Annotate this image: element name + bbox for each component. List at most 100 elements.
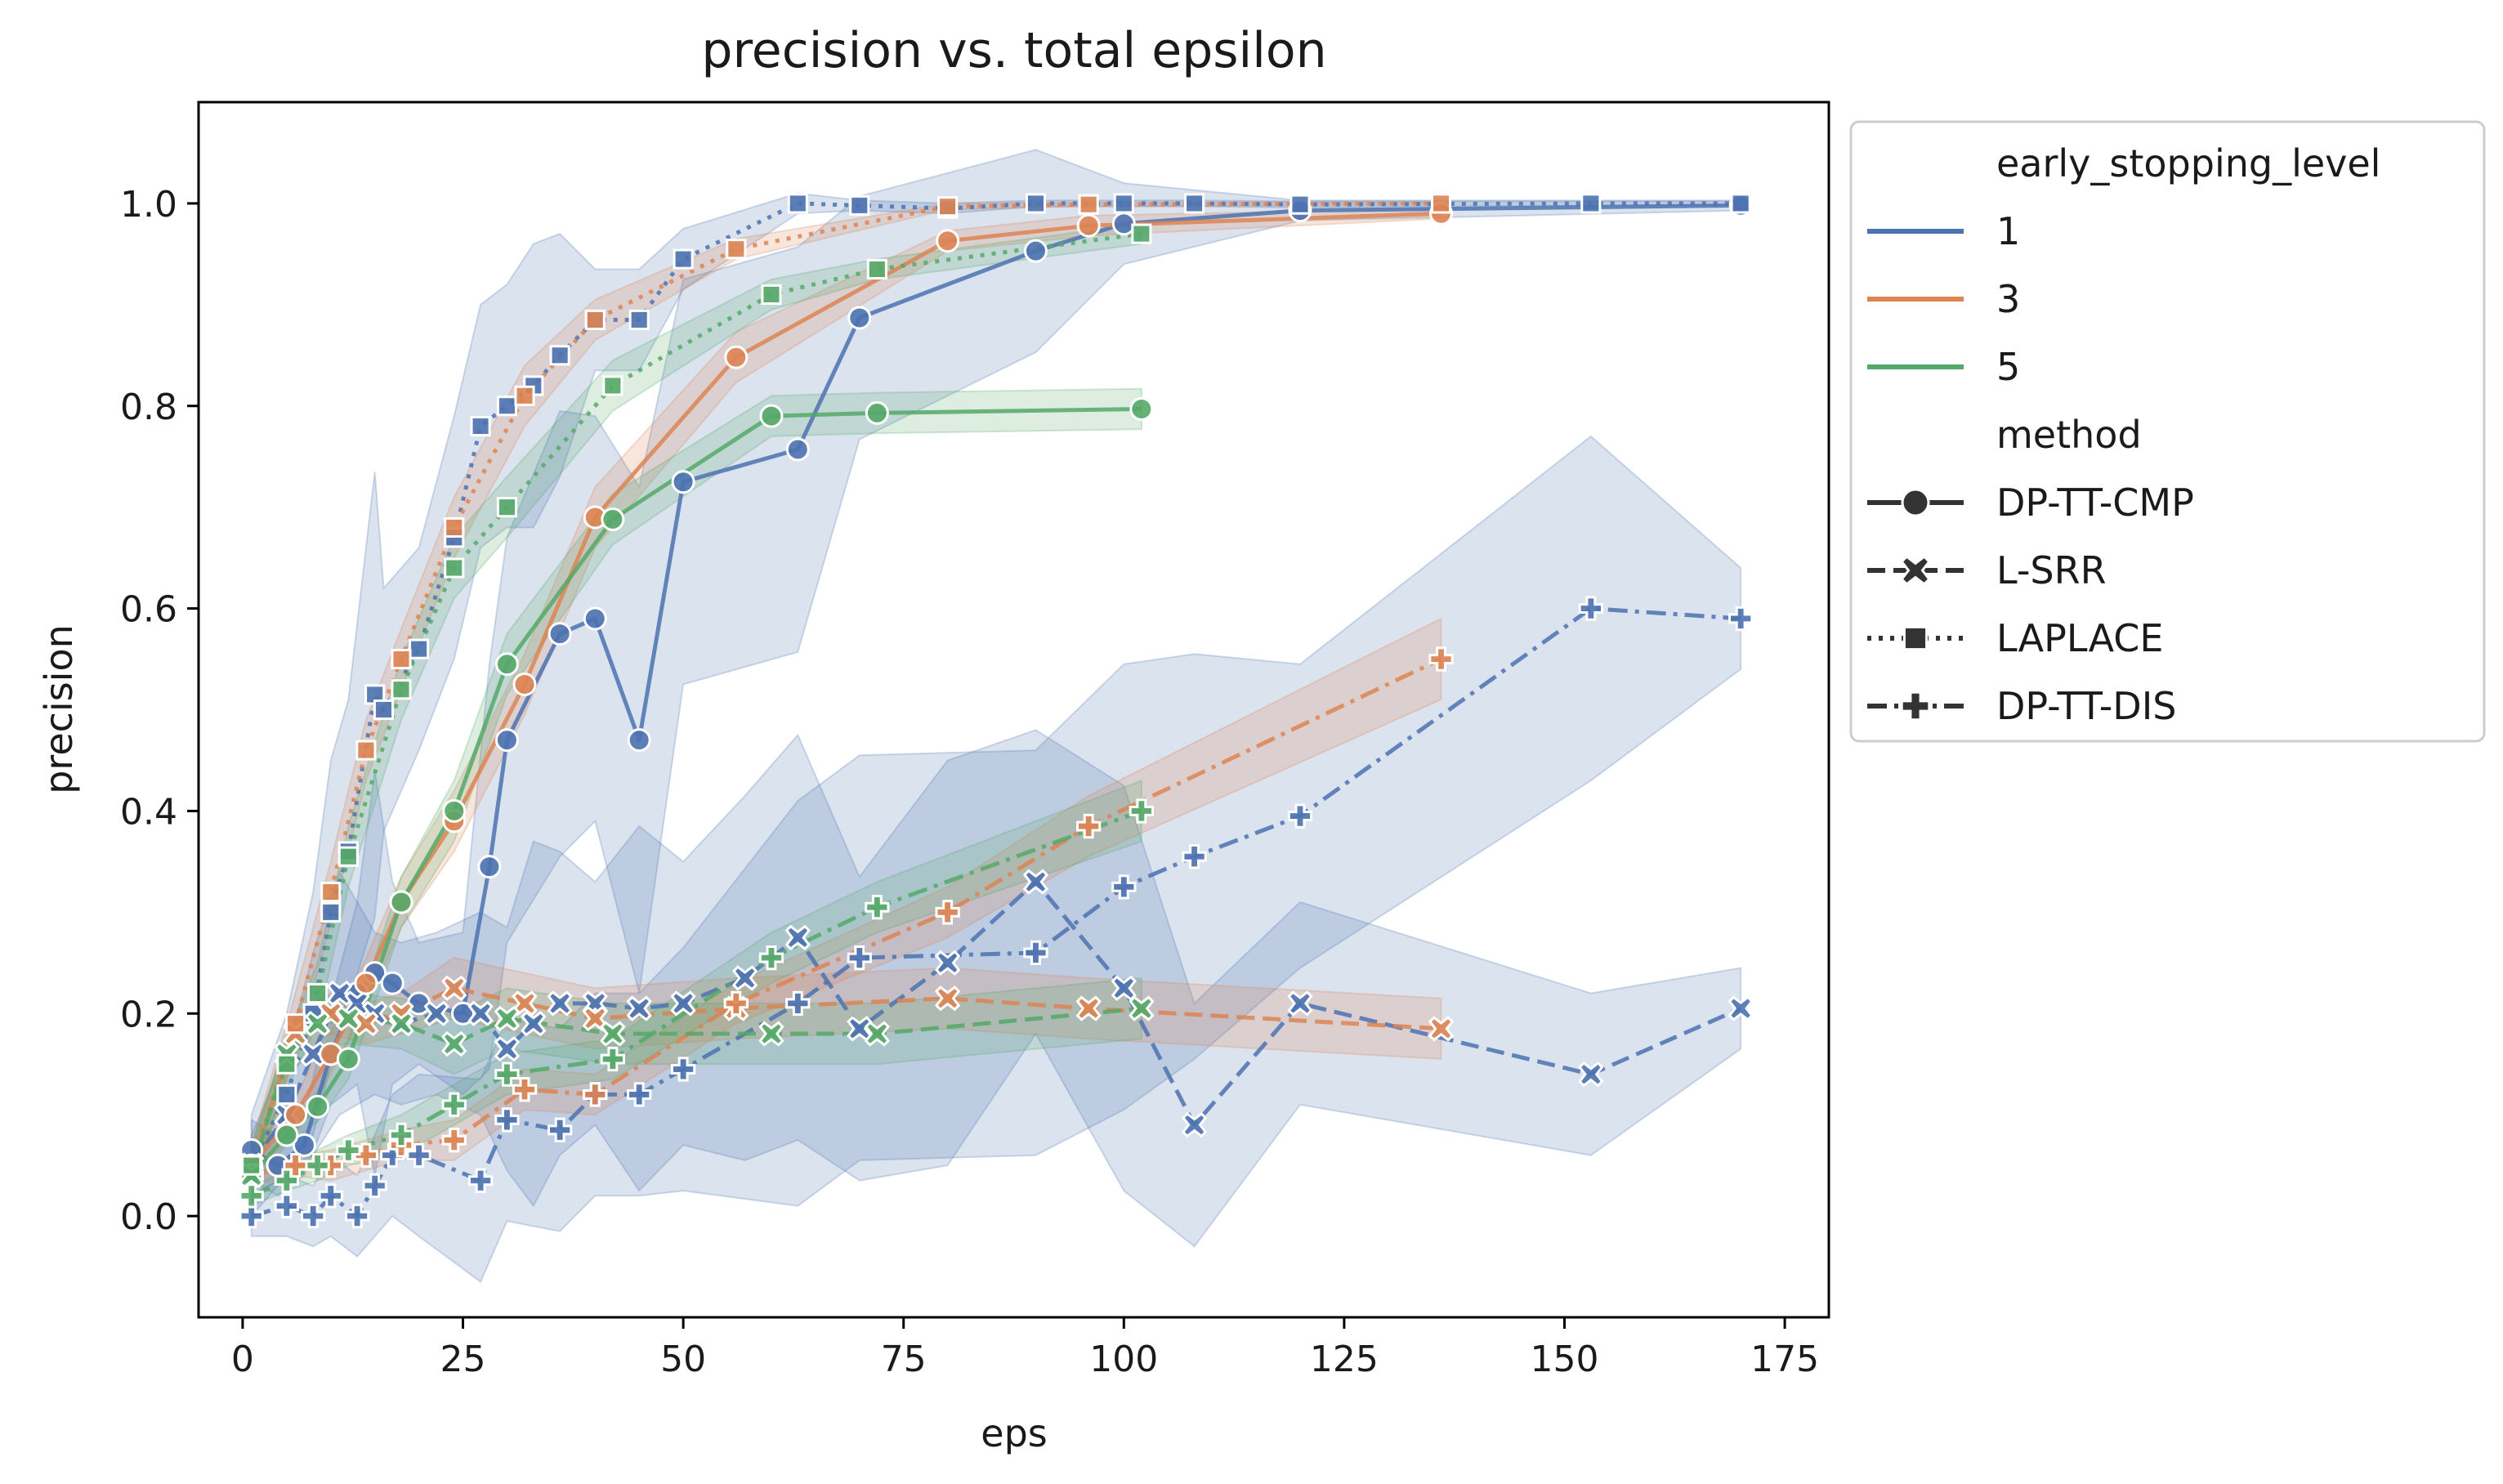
data-point	[547, 990, 573, 1017]
data-point	[353, 1010, 379, 1037]
data-point	[723, 990, 749, 1017]
data-point	[284, 1102, 308, 1127]
data-point	[849, 194, 870, 216]
data-point	[307, 982, 329, 1004]
data-point	[1287, 803, 1313, 829]
data-point	[583, 1082, 608, 1107]
data-point	[514, 385, 535, 406]
data-point	[1129, 995, 1155, 1021]
series-line	[251, 606, 1741, 1218]
data-point	[731, 965, 758, 991]
data-point	[670, 990, 696, 1017]
y-tick-label: 0.4	[120, 791, 177, 833]
y-tick-label: 0.0	[120, 1196, 177, 1238]
data-point	[494, 1005, 521, 1032]
data-point	[787, 193, 808, 214]
data-point	[626, 995, 652, 1021]
data-point	[582, 1005, 608, 1032]
data-point	[304, 1010, 331, 1037]
data-point	[1022, 869, 1049, 895]
data-point	[934, 950, 961, 976]
data-point	[441, 1127, 467, 1153]
data-point	[865, 894, 890, 920]
data-point	[761, 284, 782, 305]
data-point	[759, 404, 784, 428]
data-point	[1075, 995, 1102, 1021]
data-point	[1728, 606, 1754, 632]
data-point	[494, 728, 519, 753]
data-point	[1728, 995, 1754, 1021]
data-point	[600, 1021, 626, 1047]
data-point	[239, 1183, 264, 1209]
data-point	[1580, 193, 1602, 214]
data-point	[441, 975, 467, 1001]
legend-label: 5	[1996, 345, 2020, 389]
data-point	[285, 1013, 306, 1035]
data-point	[496, 497, 517, 518]
data-point	[866, 258, 887, 280]
data-point	[1131, 223, 1152, 244]
data-point	[1025, 193, 1047, 214]
data-point	[600, 1046, 625, 1072]
data-point	[1113, 193, 1134, 214]
legend-label: 1	[1996, 209, 2020, 253]
y-axis-label: precision	[37, 624, 81, 794]
data-point	[936, 229, 960, 253]
legend-label: 3	[1996, 277, 2020, 321]
data-point	[320, 882, 342, 903]
data-point	[864, 1021, 890, 1047]
data-point	[583, 606, 607, 631]
data-point	[470, 415, 491, 437]
data-point	[627, 728, 651, 753]
data-point	[444, 516, 465, 539]
data-point	[1076, 813, 1102, 839]
data-point	[292, 1133, 316, 1157]
data-point	[847, 306, 872, 330]
data-point	[1184, 193, 1205, 214]
data-point	[937, 196, 959, 217]
data-point	[1428, 1016, 1455, 1042]
x-axis: 0 25 50 75 100 125 150 175	[231, 1317, 1819, 1380]
legend-marker-circle	[1901, 488, 1930, 517]
data-point	[548, 622, 572, 646]
data-point	[1023, 940, 1048, 966]
chart-title: precision vs. total epsilon	[701, 22, 1326, 79]
legend-label: DP-TT-CMP	[1996, 481, 2194, 525]
data-point	[241, 1155, 262, 1176]
data-point	[758, 945, 784, 971]
data-point	[389, 890, 413, 914]
data-point	[336, 1138, 361, 1163]
data-point	[494, 1062, 520, 1087]
data-point	[602, 375, 624, 396]
data-point	[784, 924, 811, 950]
legend-label: DP-TT-DIS	[1996, 684, 2176, 728]
data-point	[337, 846, 359, 867]
data-point	[935, 900, 960, 925]
data-point	[724, 345, 749, 369]
legend-label: LAPLACE	[1996, 616, 2163, 660]
data-point	[344, 1203, 370, 1229]
data-point	[336, 1047, 360, 1071]
x-tick-label: 0	[231, 1339, 254, 1380]
x-tick-label: 150	[1530, 1339, 1598, 1380]
data-point	[512, 990, 538, 1017]
data-point	[494, 1107, 520, 1133]
data-point	[300, 1041, 326, 1067]
data-point	[1129, 396, 1154, 421]
confidence-bands	[250, 149, 1742, 1284]
data-point	[584, 309, 606, 330]
data-point	[320, 901, 342, 923]
data-point	[442, 798, 467, 823]
data-point	[406, 1142, 431, 1168]
data-point	[1111, 874, 1137, 900]
data-point	[441, 1092, 467, 1117]
legend: early_stopping_level 1 3 5 method DP-TT-CMP L-…	[1849, 120, 2486, 743]
data-point	[1076, 213, 1101, 238]
data-point	[354, 971, 378, 995]
data-point	[1428, 646, 1454, 672]
confidence-band	[250, 387, 1142, 1188]
x-tick-label: 175	[1750, 1339, 1819, 1380]
data-point	[467, 1168, 494, 1193]
